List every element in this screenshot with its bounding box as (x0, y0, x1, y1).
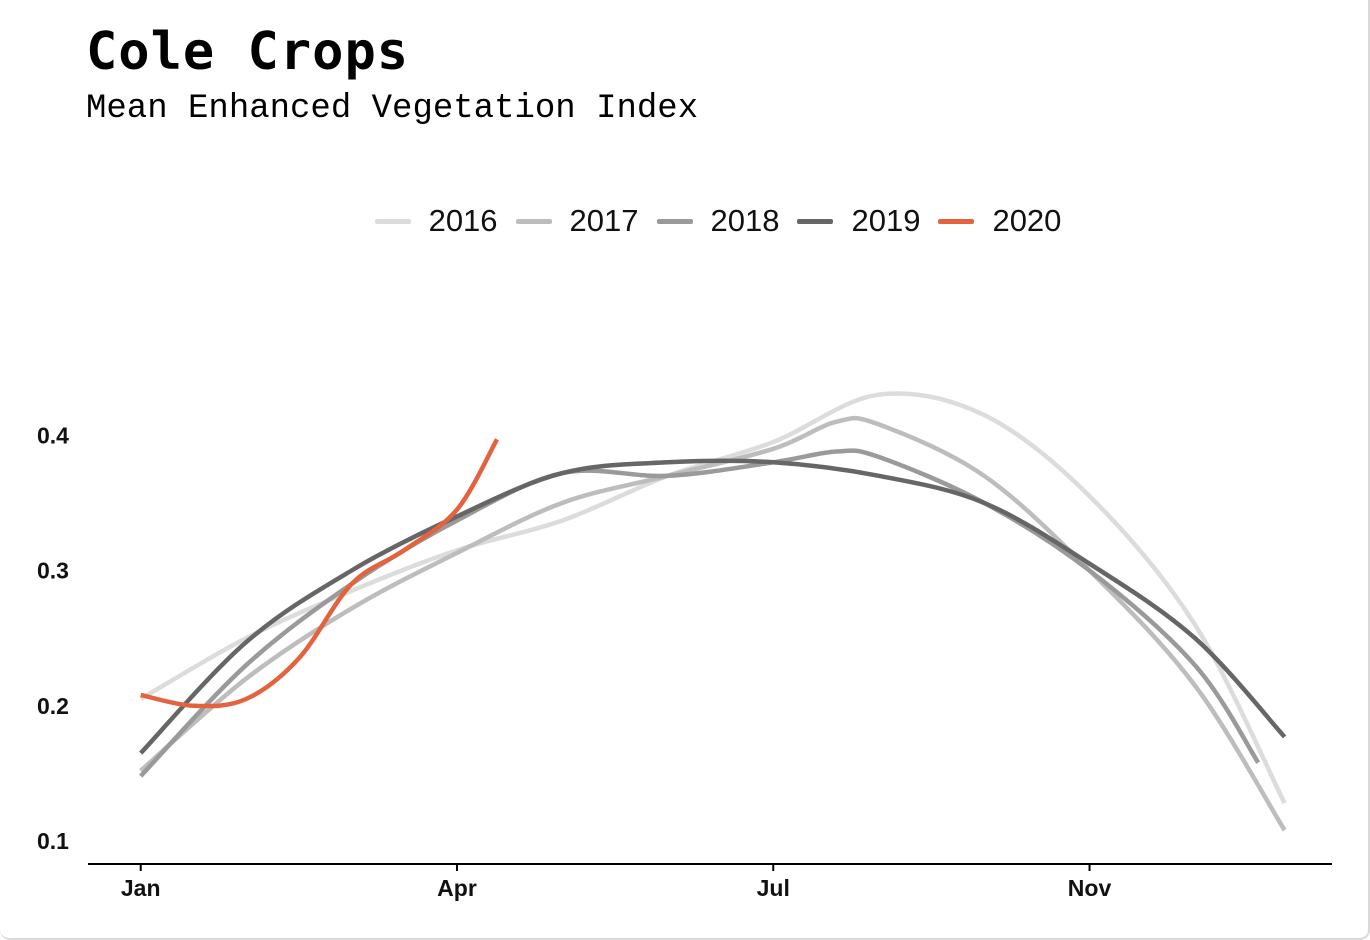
legend-item-2017: 2017 (515, 203, 639, 239)
legend-swatch (515, 218, 552, 224)
legend-label: 2019 (851, 203, 921, 238)
legend-swatch (374, 218, 411, 224)
legend-item-2016: 2016 (374, 203, 498, 239)
x-tick-label: Jul (757, 875, 790, 901)
chart-subtitle: Mean Enhanced Vegetation Index (86, 90, 699, 128)
x-tick-label: Apr (437, 875, 477, 901)
legend-item-2019: 2019 (797, 203, 920, 239)
chart-title: Cole Crops (86, 22, 410, 82)
legend-item-2018: 2018 (656, 203, 780, 239)
x-tick-label: Jan (121, 875, 161, 901)
series-line-2020 (140, 438, 499, 709)
y-tick-label: 0.4 (37, 422, 69, 448)
chart-legend: 2016 2017 2018 2019 2020 (0, 203, 1370, 239)
x-tick-label: Nov (1068, 875, 1112, 901)
legend-swatch (656, 218, 693, 224)
series-line-2018 (139, 448, 1261, 778)
y-tick-label: 0.1 (37, 828, 69, 854)
series-line-2017 (139, 415, 1287, 832)
legend-label: 2020 (992, 203, 1062, 238)
legend-label: 2016 (428, 203, 498, 238)
y-tick-label: 0.2 (37, 693, 69, 719)
legend-swatch (797, 218, 834, 224)
legend-swatch (938, 218, 975, 224)
series-line-2019 (139, 458, 1287, 755)
legend-label: 2017 (569, 203, 639, 238)
series-line-2016 (139, 391, 1287, 805)
legend-label: 2018 (710, 203, 780, 238)
y-tick-label: 0.3 (37, 558, 69, 584)
legend-item-2020: 2020 (938, 203, 1061, 239)
